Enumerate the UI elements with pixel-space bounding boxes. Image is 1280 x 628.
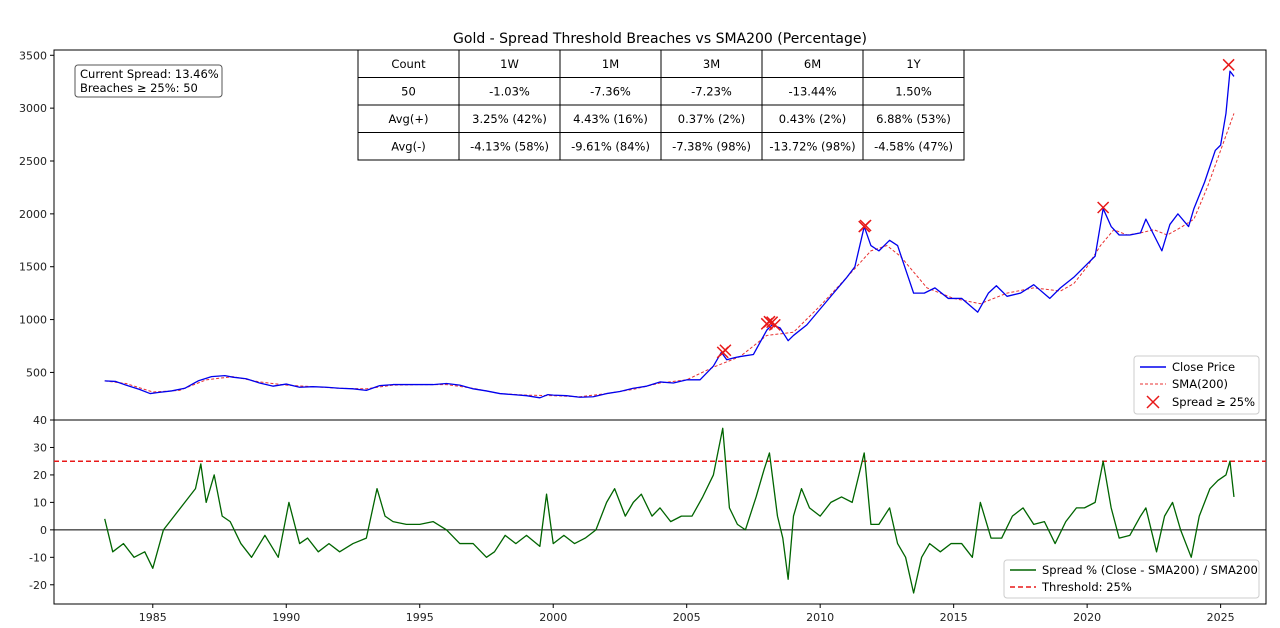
spread-panel: -20 -10 0 10 20 30 40 1985 1990 1995 2000 2005 2010… <box>29 414 1267 624</box>
price-y-tick-label: 2500 <box>19 155 47 168</box>
year-tick-label: 2005 <box>673 611 701 624</box>
year-tick-label: 1995 <box>406 611 434 624</box>
threshold-legend-label: Threshold: 25% <box>1041 580 1132 594</box>
info-box-frame <box>74 64 223 98</box>
breach-marker <box>768 318 781 331</box>
spread-y-tick-label: 20 <box>33 469 47 482</box>
year-tick-label: 2025 <box>1207 611 1235 624</box>
year-tick-label: 2020 <box>1073 611 1101 624</box>
breach-marker <box>1097 201 1110 214</box>
breach-markers-group <box>716 58 1235 359</box>
stats-table-cell-text: Avg(-) <box>391 139 425 153</box>
price-y-tick-label: 1500 <box>19 261 47 274</box>
stats-table-cell-text: -9.61% (84%) <box>571 139 650 153</box>
stats-table-cell-text: -7.36% <box>590 84 631 98</box>
price-legend: Close Price SMA(200) Spread ≥ 25% <box>1133 355 1260 415</box>
stats-table-header-text: 1M <box>602 57 619 71</box>
year-tick-label: 2000 <box>539 611 567 624</box>
spread-line <box>104 427 1235 594</box>
breach-legend-label: Spread ≥ 25% <box>1172 395 1255 409</box>
year-tick-label: 1990 <box>272 611 300 624</box>
stats-table-header-text: 1W <box>500 57 519 71</box>
spread-legend: Spread % (Close - SMA200) / SMA200 Thres… <box>1003 559 1260 599</box>
breach-legend-marker <box>1146 395 1160 409</box>
info-box: Current Spread: 13.46% Breaches ≥ 25%: 5… <box>74 64 223 98</box>
stats-table-cell-text: 0.37% (2%) <box>678 112 745 126</box>
spread-y-tick-label: 10 <box>33 496 47 509</box>
stats-table-cell-text: 0.43% (2%) <box>779 112 846 126</box>
chart-title: Gold - Spread Threshold Breaches vs SMA2… <box>453 31 867 47</box>
year-tick-label: 2010 <box>806 611 834 624</box>
spread-series-group <box>54 427 1266 594</box>
price-legend-frame <box>1133 355 1260 415</box>
stats-table-cell-text: 3.25% (42%) <box>472 112 547 126</box>
price-series-group <box>104 70 1235 399</box>
sma-legend-label: SMA(200) <box>1172 377 1228 391</box>
stats-table-cell-text: 6.88% (53%) <box>876 112 951 126</box>
price-panel: 500 1000 1500 2000 2500 3000 3500 Current Spre… <box>19 49 1267 421</box>
stats-table-header-text: 1Y <box>906 57 921 71</box>
spread-plot-frame <box>53 419 1267 605</box>
spread-y-tick-label: 0 <box>40 524 47 537</box>
price-y-tick-label: 3000 <box>19 102 47 115</box>
price-y-tick-label: 2000 <box>19 208 47 221</box>
year-tick-label: 2015 <box>940 611 968 624</box>
stats-table-cell-text: -13.72% (98%) <box>769 139 855 153</box>
current-spread-text: Current Spread: 13.46% <box>80 67 219 81</box>
stats-table-cell-text: -7.38% (98%) <box>672 139 751 153</box>
stats-table-cell-text: -7.23% <box>691 84 732 98</box>
spread-legend-label: Spread % (Close - SMA200) / SMA200 <box>1042 563 1258 577</box>
price-y-tick-label: 1000 <box>19 314 47 327</box>
price-y-tick-label: 3500 <box>19 49 47 62</box>
stats-table-cell-text: -13.44% <box>789 84 837 98</box>
stats-table-header-text: 6M <box>804 57 821 71</box>
breach-marker <box>859 219 872 232</box>
price-y-tick-label: 500 <box>26 366 47 379</box>
breach-count-text: Breaches ≥ 25%: 50 <box>80 81 198 95</box>
stats-table-header-text: 3M <box>703 57 720 71</box>
year-x-axis: 1985 1990 1995 2000 2005 2010 2015 2020 2025 <box>139 604 1235 624</box>
close-legend-label: Close Price <box>1172 360 1235 374</box>
spread-y-tick-label: 30 <box>33 441 47 454</box>
spread-legend-frame <box>1003 559 1260 599</box>
spread-y-tick-label: -10 <box>29 551 47 564</box>
stats-table-cell-text: 1.50% <box>895 84 932 98</box>
breach-marker <box>1222 58 1235 71</box>
stats-table-cell-text: -4.58% (47%) <box>874 139 953 153</box>
spread-y-tick-label: -20 <box>29 579 47 592</box>
breach-marker <box>719 344 732 357</box>
stats-table-cell-text: -1.03% <box>489 84 530 98</box>
stats-table-cell-text: 4.43% (16%) <box>573 112 648 126</box>
spread-y-axis: -20 -10 0 10 20 30 40 <box>29 414 54 592</box>
stats-table-cell-text: Avg(+) <box>389 112 429 126</box>
stats-table: Count 1W 1M 3M 6M 1Y 50 -1.03% -7.36% -7.23% -13.4… <box>357 49 965 161</box>
stats-table-cell <box>862 132 965 161</box>
year-tick-label: 1985 <box>139 611 167 624</box>
breach-marker <box>763 315 776 328</box>
stats-table-cell-text: -4.13% (58%) <box>470 139 549 153</box>
price-y-axis: 500 1000 1500 2000 2500 3000 3500 <box>19 49 54 379</box>
stats-table-header-text: Count <box>391 57 426 71</box>
stats-table-cell-text: 50 <box>401 84 416 98</box>
close-price-line <box>104 70 1235 399</box>
spread-y-tick-label: 40 <box>33 414 47 427</box>
